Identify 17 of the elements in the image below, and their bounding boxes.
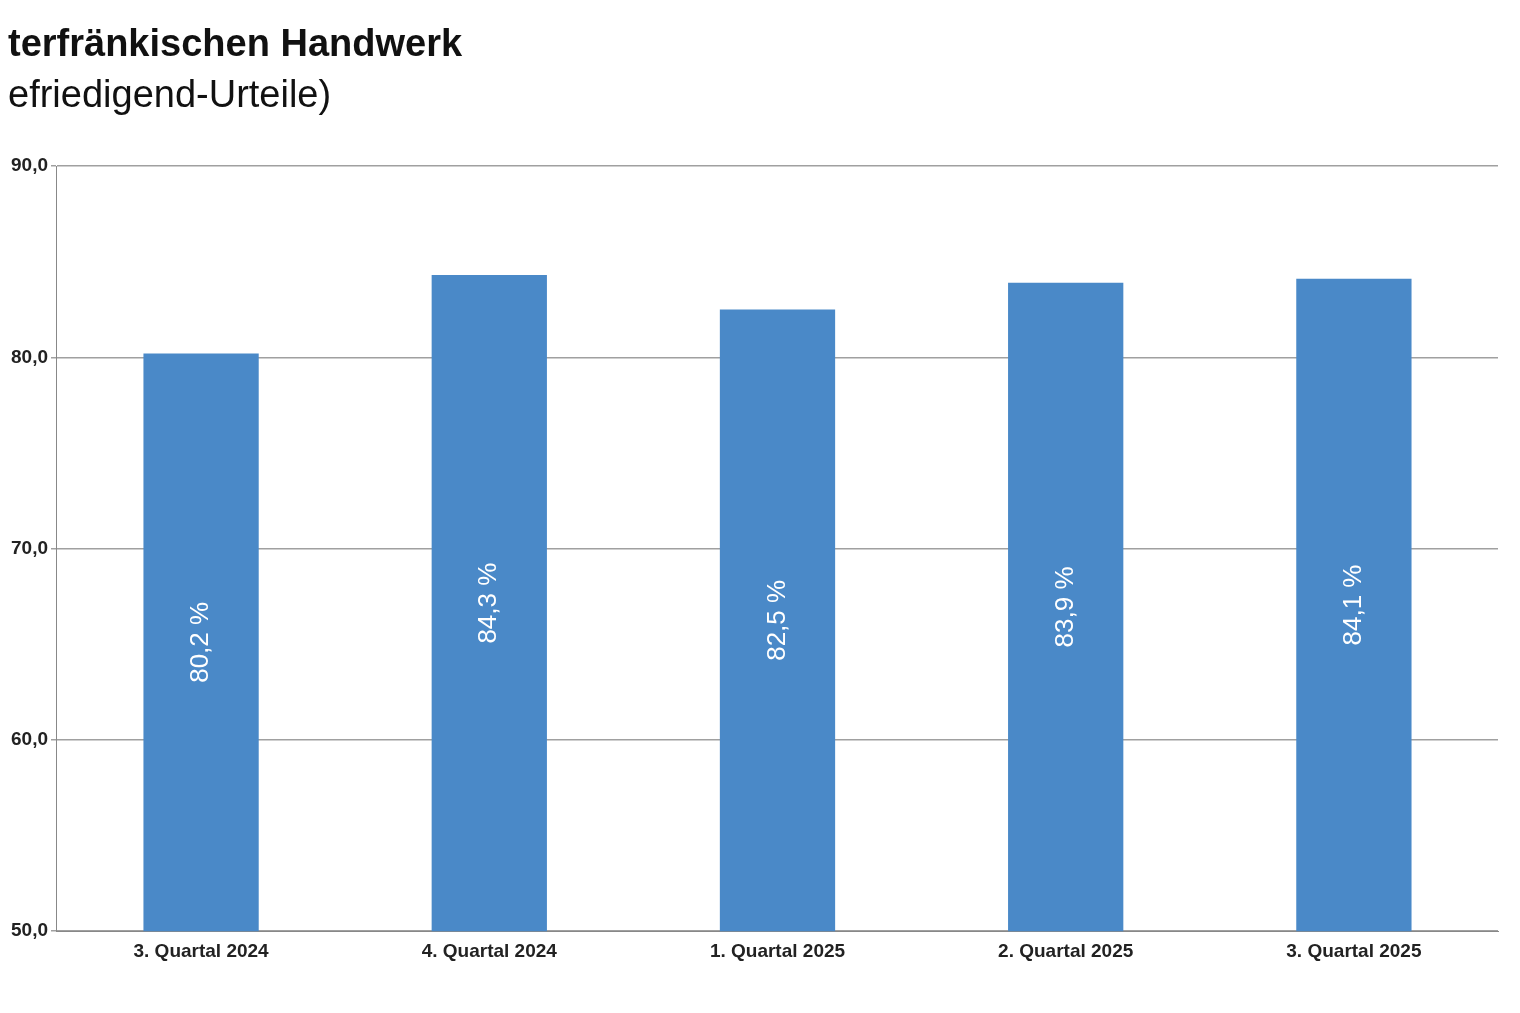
y-tick-label: 70,0 <box>11 536 48 558</box>
data-label: 83,9 % <box>1048 566 1079 648</box>
y-tick-label: 50,0 <box>11 919 48 941</box>
x-tick-label: 3. Quartal 2025 <box>1286 939 1422 961</box>
y-tick-label: 60,0 <box>11 728 48 750</box>
data-label: 84,1 % <box>1337 564 1368 646</box>
chart-title: terfränkischen Handwerk <box>8 22 464 65</box>
y-tick-label: 80,0 <box>11 345 48 367</box>
data-label: 84,3 % <box>472 562 503 644</box>
x-tick-label: 2. Quartal 2025 <box>998 939 1134 961</box>
x-tick-label: 3. Quartal 2024 <box>133 939 270 961</box>
data-label: 80,2 % <box>184 601 215 683</box>
x-tick-label: 4. Quartal 2024 <box>421 939 558 961</box>
chart-subtitle: efriedigend-Urteile) <box>8 73 333 116</box>
y-tick-label: 90,0 <box>11 154 48 176</box>
data-label: 82,5 % <box>760 579 791 661</box>
x-tick-label: 1. Quartal 2025 <box>709 939 846 961</box>
